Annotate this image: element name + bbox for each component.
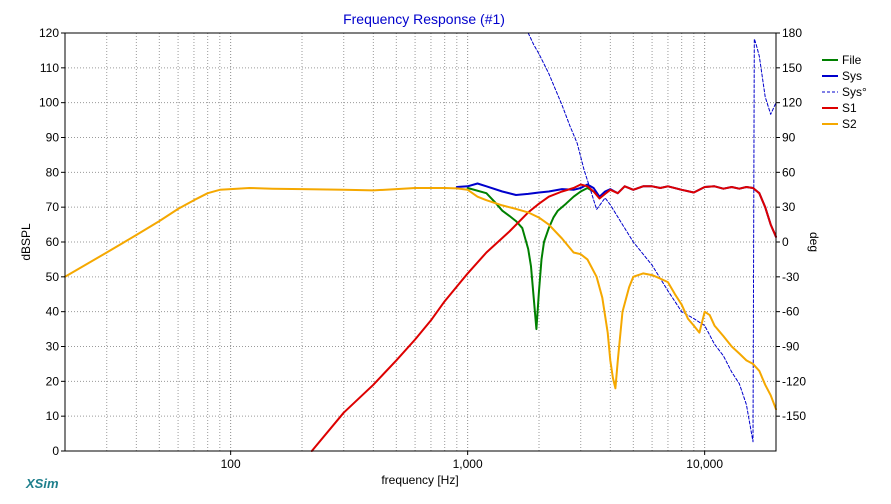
series-line-s2 [64,187,777,411]
plot-area [65,33,776,451]
ticks-layer: 0 10 20 30 40 50 60 70 80 90 100 110 120 -150 -120 -90 -… [39,26,806,471]
y-tick-label: 40 [46,305,60,319]
y2-tick-label: 90 [782,131,796,145]
x-axis-label: frequency [Hz] [381,473,458,487]
legend-label: Sys [842,69,862,83]
y2-tick-label: -60 [782,305,800,319]
y2-tick-label: 180 [782,26,802,40]
y2-tick-label: 60 [782,165,796,179]
y2-tick-label: 150 [782,61,802,75]
y-tick-label: 0 [52,444,59,458]
y-tick-label: 70 [46,200,60,214]
y2-tick-label: 0 [782,235,789,249]
y2-tick-label: 120 [782,96,802,110]
y-axis-label: dBSPL [19,223,33,261]
legend-label: File [842,53,862,67]
y2-tick-label: -150 [782,409,806,423]
series-line-file [466,187,598,331]
legend-label: Sys° [842,85,867,99]
legend-label: S1 [842,101,857,115]
y-tick-label: 120 [39,26,59,40]
x-tick-label: 10,000 [686,457,723,471]
y2-axis-label: deg [807,232,821,252]
y-tick-label: 90 [46,131,60,145]
y2-tick-label: -30 [782,270,800,284]
x-tick-label: 1,000 [453,457,483,471]
x-tick-label: 100 [221,457,241,471]
grid-minor [65,33,776,451]
series-line-s1 [310,183,777,452]
y-tick-label: 50 [46,270,60,284]
y-tick-label: 100 [39,96,59,110]
legend-label: S2 [842,117,857,131]
y-tick-label: 10 [46,409,60,423]
y2-tick-label: 30 [782,200,796,214]
chart-title: Frequency Response (#1) [343,11,505,27]
y-tick-label: 20 [46,374,60,388]
legend: File Sys Sys° S1 S2 [822,53,867,131]
y-tick-label: 60 [46,235,60,249]
series-line-sys-phase [527,32,777,443]
xsim-logo: XSim [25,476,59,491]
y2-tick-label: -90 [782,340,800,354]
series-layer [64,32,777,452]
y-tick-label: 30 [46,340,60,354]
y-tick-label: 110 [40,61,59,75]
grid-major [230,33,706,451]
y-tick-label: 80 [46,165,60,179]
y2-tick-label: -120 [782,374,806,388]
